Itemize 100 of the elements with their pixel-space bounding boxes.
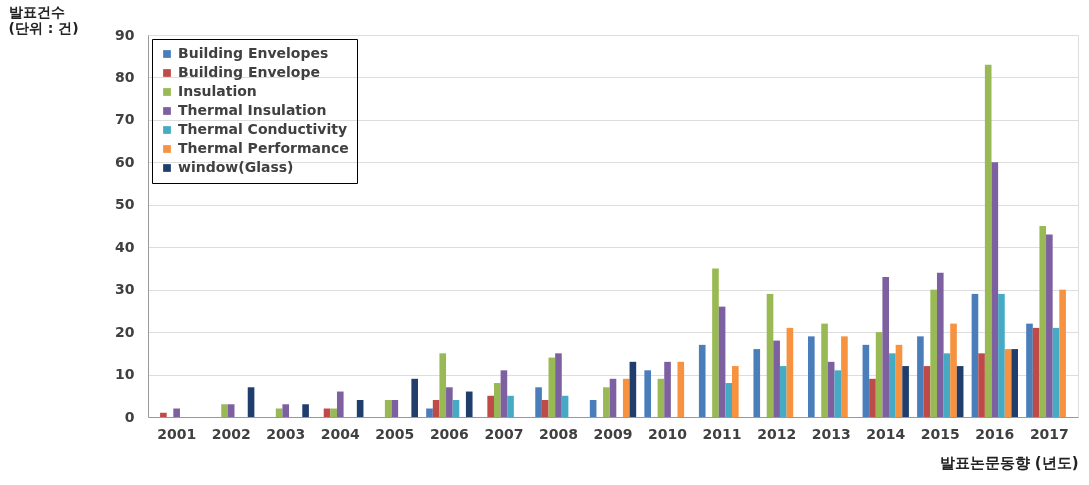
bar <box>950 323 957 417</box>
x-tick-label: 2005 <box>375 425 415 442</box>
bar <box>1052 327 1060 417</box>
bar <box>978 353 985 417</box>
bar <box>160 412 167 417</box>
bar <box>336 391 344 417</box>
bar <box>808 336 815 417</box>
x-axis-title: 발표논문동향 (년도) <box>939 453 1079 472</box>
bar <box>1011 349 1018 417</box>
bar <box>698 344 706 417</box>
bar <box>664 361 671 417</box>
bar <box>302 404 309 417</box>
bar <box>882 276 890 417</box>
x-tick-label: 2008 <box>538 425 578 442</box>
y-tick-label: 50 <box>115 196 135 213</box>
bar <box>548 357 556 417</box>
bar <box>956 366 964 417</box>
bar <box>718 306 726 417</box>
bar <box>732 366 739 417</box>
x-tick-label: 2012 <box>757 425 797 442</box>
bar <box>1004 349 1012 417</box>
bar <box>998 293 1005 417</box>
bar <box>1032 327 1040 417</box>
bar <box>622 378 630 417</box>
bar <box>971 293 979 417</box>
bar <box>493 383 501 417</box>
bar <box>644 370 651 417</box>
bar <box>247 387 255 417</box>
bar <box>786 327 794 417</box>
bar <box>766 293 774 417</box>
y-axis-title: 발표건수 (단위 : 건) <box>8 3 79 36</box>
bar <box>555 353 562 417</box>
bar <box>821 323 828 417</box>
bar <box>991 162 999 417</box>
bar <box>446 387 453 417</box>
bar <box>725 383 733 417</box>
bar <box>221 404 228 417</box>
bar <box>930 289 937 417</box>
y-tick-label: 70 <box>115 111 135 128</box>
bar <box>411 378 418 417</box>
y-tick-label: 20 <box>115 323 135 340</box>
bar <box>875 332 883 417</box>
bar <box>895 344 903 417</box>
bar <box>432 400 440 417</box>
legend-label: window(Glass) <box>178 159 294 175</box>
bar <box>1059 289 1066 417</box>
bar <box>862 344 870 417</box>
bar <box>535 387 542 417</box>
legend-label: Building Envelopes <box>178 45 329 61</box>
y-tick-label: 40 <box>115 238 135 255</box>
x-tick-label: 2013 <box>811 425 851 442</box>
bar <box>773 340 780 417</box>
x-tick-label: 2016 <box>975 425 1015 442</box>
x-tick-label: 2004 <box>320 425 361 442</box>
x-tick-label: 2010 <box>648 425 688 442</box>
bar <box>841 336 848 417</box>
bar <box>869 378 876 417</box>
bar <box>465 391 473 417</box>
bar <box>1026 323 1033 417</box>
x-tick-label: 2015 <box>920 425 960 442</box>
bar <box>487 395 494 417</box>
x-tick-label: 2011 <box>702 425 742 442</box>
y-tick-label: 80 <box>115 68 135 85</box>
bar <box>923 366 931 417</box>
legend-label: Thermal Conductivity <box>178 121 348 137</box>
bar <box>712 268 719 417</box>
bar <box>330 408 337 417</box>
x-tick-label: 2006 <box>429 425 469 442</box>
bar <box>1039 226 1047 417</box>
bar <box>936 272 944 417</box>
bar <box>541 400 549 417</box>
bar <box>984 64 992 417</box>
x-tick-label: 2003 <box>266 425 306 442</box>
x-tick-label: 2007 <box>484 425 524 442</box>
bar <box>603 387 610 417</box>
y-tick-label: 30 <box>115 281 135 298</box>
x-tick-label: 2014 <box>866 425 906 442</box>
bar <box>282 404 290 417</box>
bar <box>834 370 842 417</box>
x-tick-label: 2001 <box>157 425 197 442</box>
y-tick-label: 10 <box>115 366 135 383</box>
x-tick-label: 2017 <box>1029 425 1069 442</box>
bar <box>1046 234 1053 417</box>
bar <box>779 366 787 417</box>
legend-label: Insulation <box>178 83 257 99</box>
legend-label: Thermal Insulation <box>178 102 327 118</box>
bar <box>507 395 514 417</box>
bar <box>943 353 951 417</box>
bar <box>889 353 896 417</box>
bar <box>609 378 617 417</box>
y-tick-label: 90 <box>115 26 135 43</box>
bar <box>677 361 685 417</box>
x-tick-label: 2002 <box>211 425 251 442</box>
bar <box>452 400 460 417</box>
bar <box>426 408 433 417</box>
bar <box>173 408 180 417</box>
bar <box>827 361 835 417</box>
bar <box>753 349 761 417</box>
bar <box>902 366 909 417</box>
bar <box>657 378 665 417</box>
